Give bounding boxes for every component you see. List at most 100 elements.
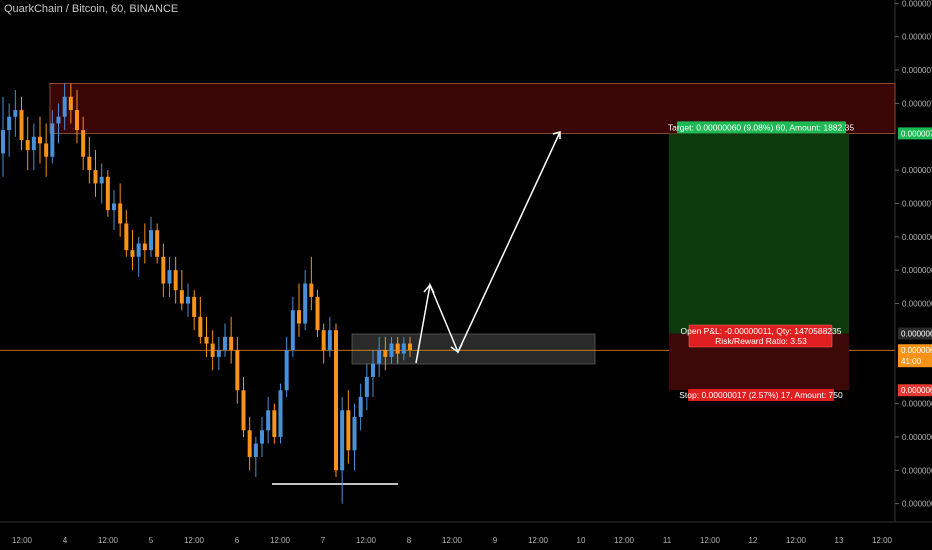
price-axis: 0.00000760 0.00000750 0.00000740 0.00000730…	[895, 0, 932, 509]
price-tick-label: 0.00000670	[902, 300, 932, 309]
candle-body	[81, 130, 86, 157]
candle-body	[99, 176, 104, 184]
candle-body	[130, 250, 135, 257]
pnl-label-line2: Risk/Reward Ratio: 3.53	[715, 336, 807, 346]
price-pill	[898, 355, 932, 368]
stop-label: Stop: 0.00000017 (2.57%) 17, Amount: 750	[679, 389, 843, 401]
price-pill	[898, 127, 932, 140]
chart-title: QuarkChain / Bitcoin, 60, BINANCE	[4, 3, 179, 15]
price-tick-label: 0.00000700	[902, 199, 932, 208]
candle-body	[204, 336, 209, 344]
candle-body	[25, 140, 30, 151]
price-pill-text: 0.00000721	[901, 129, 932, 138]
candle-body	[321, 330, 326, 351]
arrow-dip-icon	[450, 343, 463, 354]
arrow-head-icon	[552, 131, 561, 139]
candle-body	[216, 350, 221, 357]
candle-body	[266, 410, 271, 431]
candle-body	[297, 310, 301, 324]
candle-body	[260, 430, 264, 444]
candle-body	[155, 230, 160, 257]
price-tick-label: 0.00000750	[902, 33, 932, 42]
candle-body	[19, 110, 24, 141]
candle-body	[309, 283, 314, 297]
time-tick-label: 7	[321, 536, 326, 545]
candle-body	[241, 390, 246, 431]
candle-body	[401, 343, 406, 354]
candle-body	[50, 123, 55, 157]
candle-body	[229, 336, 234, 351]
candle-body	[87, 156, 92, 171]
time-tick-label: 13	[835, 536, 844, 545]
candle-body	[167, 270, 172, 284]
time-tick-label: 12:00	[184, 536, 205, 545]
candle-body	[192, 296, 197, 317]
time-tick-label: 12:00	[98, 536, 119, 545]
price-tick-label: 0.00000730	[902, 99, 932, 108]
consolidation-box[interactable]	[351, 333, 596, 365]
price-tick-label: 0.00000620	[902, 466, 932, 475]
candle-body	[364, 376, 369, 397]
candle-body	[1, 130, 5, 154]
candle-body	[303, 283, 308, 324]
price-labels: 0.00000721 0.00000661 0.00000656 41:00 0.000…	[898, 127, 932, 397]
time-axis: 12:00 4 12:00 5 12:00 6 12:00 7 12:00 8 12:00 9 12:0…	[12, 536, 893, 545]
time-tick-label: 9	[493, 536, 498, 545]
price-pill	[898, 327, 932, 340]
time-tick-label: 12:00	[614, 536, 635, 545]
pnl-label-line1: Open P&L: -0.00000011, Qty: 1470588235	[681, 326, 842, 336]
time-tick-label: 5	[149, 536, 154, 545]
time-tick-label: 12:00	[700, 536, 721, 545]
time-tick-label: 12:00	[12, 536, 33, 545]
price-pill-text: 41:00	[901, 357, 922, 366]
candle-body	[371, 363, 375, 377]
price-pill	[898, 384, 932, 397]
candle-body	[198, 316, 203, 337]
candle-body	[327, 330, 332, 351]
candle-body	[389, 343, 394, 357]
candle-body	[395, 343, 400, 354]
candle-body	[352, 416, 357, 451]
candle-body	[118, 203, 123, 224]
candle-body	[284, 350, 289, 391]
candle-body	[31, 136, 36, 151]
candle-body	[161, 256, 166, 284]
price-pill	[898, 344, 932, 357]
time-tick-label: 11	[663, 536, 672, 545]
time-tick-label: 12:00	[356, 536, 377, 545]
time-tick-label: 4	[63, 536, 68, 545]
candle-body	[210, 343, 215, 357]
candle-body	[124, 223, 129, 251]
time-tick-label: 8	[407, 536, 412, 545]
projection-path[interactable]	[415, 131, 561, 364]
candle-body	[346, 410, 351, 451]
candle-body	[56, 116, 61, 124]
candle-body	[112, 203, 116, 211]
candle-body	[149, 230, 153, 251]
price-pill-text: 0.00000661	[901, 330, 932, 339]
candle-body	[408, 343, 412, 351]
arrow-peak-icon	[423, 283, 435, 294]
target-label: Target: 0.00000060 (9.08%) 60, Amount: 1…	[668, 121, 854, 134]
target-label-text: Target: 0.00000060 (9.08%) 60, Amount: 1…	[668, 122, 854, 132]
candle-body	[235, 350, 240, 391]
candle-body	[93, 170, 98, 184]
candle-body	[290, 310, 295, 351]
time-tick-label: 12:00	[786, 536, 807, 545]
price-tick-label: 0.00000740	[902, 66, 932, 75]
candle-body	[68, 96, 73, 111]
candle-body	[7, 116, 12, 131]
time-tick-label: 6	[235, 536, 240, 545]
candle-body	[186, 296, 190, 304]
profit-zone[interactable]	[669, 133, 849, 334]
candle-body	[278, 390, 283, 437]
candle-body	[179, 290, 184, 304]
candle-body	[377, 350, 382, 364]
price-tick-label: 0.00000640	[902, 400, 932, 409]
candle-body	[383, 350, 388, 357]
pnl-label: Open P&L: -0.00000011, Qty: 1470588235 R…	[681, 324, 842, 348]
candle-body	[272, 410, 277, 437]
time-tick-label: 12	[749, 536, 758, 545]
candle-body	[173, 270, 178, 291]
